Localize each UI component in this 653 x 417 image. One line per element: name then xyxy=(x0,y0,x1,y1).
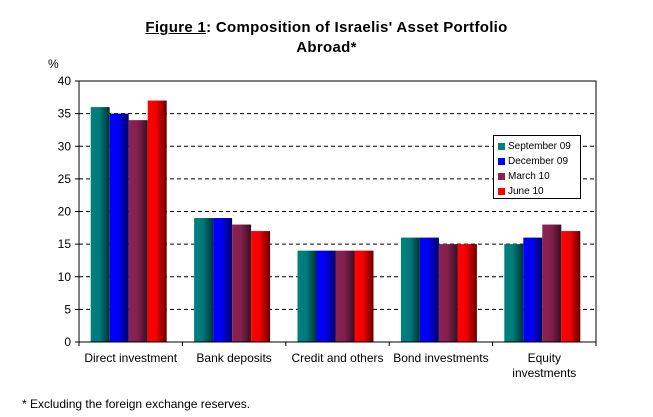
bar-march-10 xyxy=(335,250,355,342)
bar-june-10 xyxy=(251,231,271,342)
legend-item: December 09 xyxy=(498,154,580,169)
bar-september-09 xyxy=(297,250,317,342)
x-category-label: investments xyxy=(512,366,576,380)
bar-september-09 xyxy=(400,237,420,342)
y-tick-label: 0 xyxy=(64,335,71,349)
bar-march-10 xyxy=(128,120,148,343)
legend-item: March 10 xyxy=(498,169,580,184)
title-line2: Abroad* xyxy=(296,39,357,56)
legend-swatch xyxy=(498,173,505,180)
x-category-label: Credit and others xyxy=(291,351,383,365)
y-tick-label: 10 xyxy=(58,270,72,284)
y-tick-label: 15 xyxy=(58,237,72,251)
x-category-label: Bank deposits xyxy=(196,351,271,365)
x-category-label: Bond investments xyxy=(393,351,488,365)
title-text: : Composition of Israelis' Asset Portfol… xyxy=(206,19,508,36)
bar-september-09 xyxy=(90,107,110,342)
figure-label: Figure 1 xyxy=(145,19,207,36)
bar-june-10 xyxy=(354,250,374,342)
y-tick-label: 5 xyxy=(64,302,71,316)
y-axis-label: % xyxy=(48,57,59,71)
bar-september-09 xyxy=(504,244,524,342)
legend-label: December 09 xyxy=(508,156,569,167)
bar-december-09 xyxy=(419,237,439,342)
bar-december-09 xyxy=(523,237,543,342)
bar-september-09 xyxy=(194,218,214,342)
x-category-label: Equity xyxy=(528,351,561,365)
bar-june-10 xyxy=(561,231,581,342)
y-tick-label: 35 xyxy=(58,107,72,121)
legend-label: March 10 xyxy=(508,171,550,182)
bar-december-09 xyxy=(213,218,233,342)
bar-march-10 xyxy=(232,224,252,342)
y-tick-label: 40 xyxy=(58,74,72,88)
legend-swatch xyxy=(498,158,505,165)
bar-december-09 xyxy=(316,250,336,342)
bar-march-10 xyxy=(438,244,458,342)
bar-june-10 xyxy=(457,244,477,342)
bar-december-09 xyxy=(109,113,129,342)
y-tick-label: 20 xyxy=(58,205,72,219)
legend-item: September 09 xyxy=(498,139,580,154)
bar-june-10 xyxy=(147,100,167,342)
y-tick-label: 30 xyxy=(58,139,72,153)
y-tick-label: 25 xyxy=(58,172,72,186)
chart-title: Figure 1: Composition of Israelis' Asset… xyxy=(0,18,653,58)
legend-item: June 10 xyxy=(498,184,580,199)
bar-march-10 xyxy=(542,224,562,342)
x-category-label: Direct investment xyxy=(84,351,177,365)
legend-swatch xyxy=(498,188,505,195)
legend-label: June 10 xyxy=(508,186,544,197)
legend-label: September 09 xyxy=(508,141,571,152)
legend: September 09 December 09 March 10 June 10 xyxy=(493,135,581,199)
footnote: * Excluding the foreign exchange reserve… xyxy=(22,397,251,411)
legend-swatch xyxy=(498,143,505,150)
